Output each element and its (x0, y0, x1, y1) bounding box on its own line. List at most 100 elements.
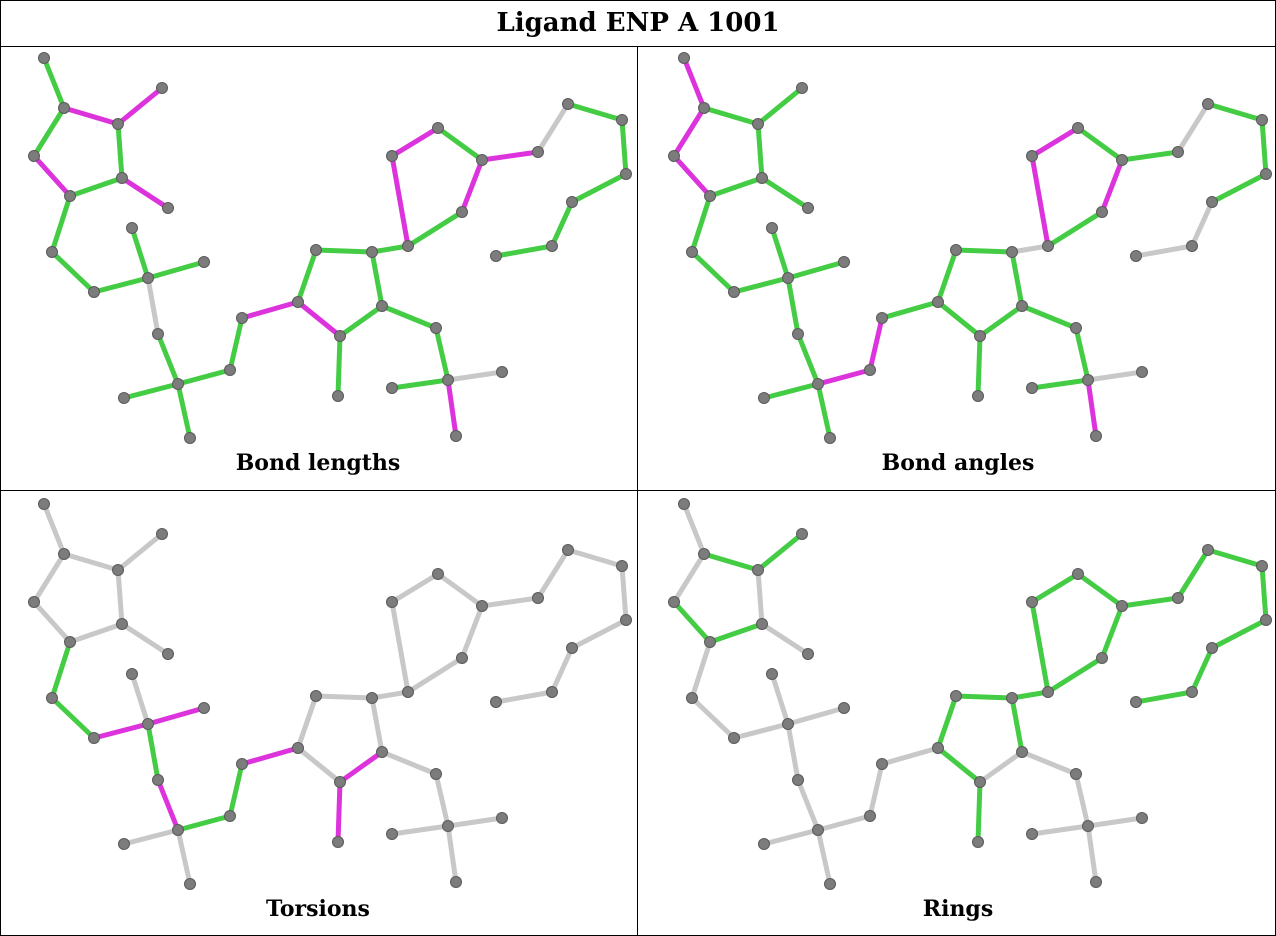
bond (1205, 101, 1265, 123)
atom (796, 82, 808, 94)
atom (334, 330, 346, 342)
atom (758, 838, 770, 850)
atom (46, 246, 58, 258)
bond (681, 55, 707, 111)
atom (236, 312, 248, 324)
bond (565, 547, 625, 569)
atom (28, 596, 40, 608)
bond (1133, 243, 1195, 259)
atom (112, 564, 124, 576)
bond (1073, 325, 1091, 383)
atom (802, 648, 814, 660)
bond (671, 153, 713, 199)
bond (119, 621, 171, 657)
atom (532, 592, 544, 604)
atom (402, 240, 414, 252)
bond (755, 531, 805, 573)
atom (1096, 206, 1108, 218)
bond (445, 815, 505, 829)
bond (953, 247, 1015, 255)
atom (1026, 828, 1038, 840)
atom (686, 246, 698, 258)
atom (974, 330, 986, 342)
bond (769, 671, 791, 727)
bond (759, 175, 811, 211)
bond (935, 247, 959, 305)
atom (156, 82, 168, 94)
atom (38, 52, 50, 64)
bond (435, 571, 485, 609)
bond (61, 105, 121, 127)
bond (1075, 125, 1125, 163)
bond (175, 381, 193, 441)
bond (619, 117, 629, 177)
atom (752, 118, 764, 130)
bond (671, 551, 707, 605)
atom (386, 150, 398, 162)
atom (38, 498, 50, 510)
atom (116, 618, 128, 630)
atom (1096, 652, 1108, 664)
atom (1260, 614, 1272, 626)
bond (975, 779, 983, 845)
bond (1205, 547, 1265, 569)
atom (566, 196, 578, 208)
atom (1006, 246, 1018, 258)
bond (115, 567, 125, 627)
bond (129, 225, 151, 281)
atom (1082, 820, 1094, 832)
panel-bond-angles: Bond angles (640, 46, 1276, 488)
bond (975, 333, 983, 399)
atom (876, 312, 888, 324)
atom (668, 150, 680, 162)
atom (1206, 642, 1218, 654)
atom (1042, 240, 1054, 252)
atom (562, 98, 574, 110)
atom (566, 642, 578, 654)
atom (546, 240, 558, 252)
atom (620, 168, 632, 180)
atom (546, 686, 558, 698)
molecule-rings (668, 498, 1272, 890)
atom (334, 776, 346, 788)
bond (701, 105, 761, 127)
atom (386, 382, 398, 394)
atom (28, 150, 40, 162)
atom (1042, 686, 1054, 698)
atom (376, 746, 388, 758)
atom (332, 836, 344, 848)
atom (1016, 300, 1028, 312)
bond (335, 333, 343, 399)
bond (953, 693, 1015, 701)
bond (175, 813, 233, 833)
atom (64, 190, 76, 202)
bond (175, 827, 193, 887)
atom (1186, 240, 1198, 252)
bond (1009, 249, 1025, 309)
atom (1072, 568, 1084, 580)
atom (1090, 876, 1102, 888)
bond (445, 369, 505, 383)
atom (456, 652, 468, 664)
bond (671, 105, 707, 159)
bond (1099, 603, 1125, 661)
bond (785, 259, 847, 281)
atom (782, 272, 794, 284)
atom (1202, 544, 1214, 556)
caption-rings: Rings (922, 896, 994, 922)
atom (152, 328, 164, 340)
bond (405, 209, 465, 249)
atom (1116, 600, 1128, 612)
atom (292, 742, 304, 754)
atom (950, 690, 962, 702)
atom (450, 876, 462, 888)
bond (689, 695, 737, 741)
atom (824, 878, 836, 890)
molecule-bond-lengths (28, 52, 632, 444)
atom (198, 702, 210, 714)
bond (1085, 815, 1145, 829)
bond (1209, 171, 1269, 205)
bond (1029, 599, 1051, 695)
atom (126, 668, 138, 680)
bond (31, 599, 73, 645)
